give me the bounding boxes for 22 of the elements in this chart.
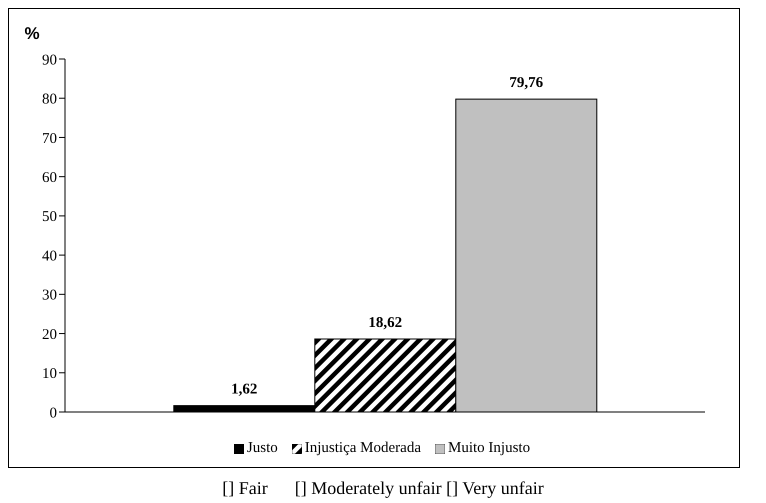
bar — [455, 98, 598, 412]
data-label: 79,76 — [509, 75, 544, 92]
bar — [173, 405, 316, 412]
y-tick-label: 20 — [42, 326, 57, 343]
y-tick-label: 70 — [42, 130, 57, 147]
text: [] Fair [] Moderately unfair [] Very unfair — [221, 478, 545, 499]
bar — [314, 338, 456, 412]
y-tick-label: 30 — [42, 288, 57, 304]
y-tick-label: 40 — [42, 248, 57, 264]
y-tick-label: 80 — [42, 92, 57, 108]
y-tick-label: 90 — [42, 52, 57, 68]
chart-frame: Justo Injustiça Moderada Muito Injusto 0 10 20 30 40 50 60 70 80 90 % 1,62 18,62 79,76 — [8, 8, 740, 468]
legend-label: Justo — [246, 440, 278, 457]
legend-label: Muito Injusto — [448, 440, 530, 457]
data-label: 1,62 — [231, 382, 258, 398]
y-tick-label: 0 — [50, 405, 57, 422]
data-label: 18,62 — [368, 314, 402, 331]
y-tick-label: 50 — [42, 209, 57, 226]
y-tick-label: 60 — [42, 170, 57, 186]
y-axis-title: % — [24, 24, 40, 43]
legend-label: Injustiça Moderada — [304, 440, 421, 457]
y-tick-label: 10 — [42, 366, 57, 382]
